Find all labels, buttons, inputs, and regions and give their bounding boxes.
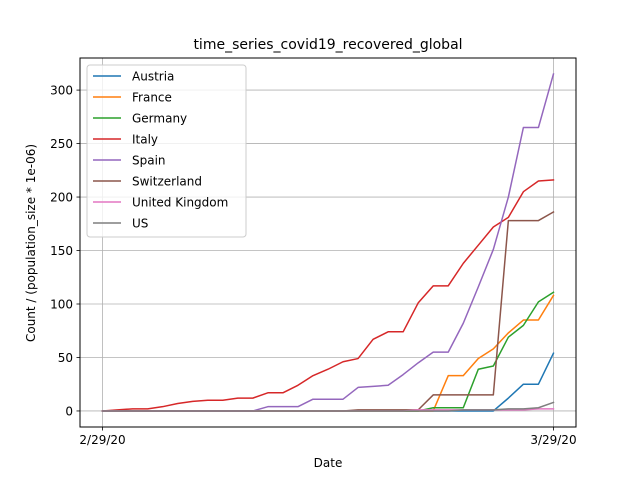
series-line-switzerland bbox=[101, 210, 555, 412]
y-tick-label: 250 bbox=[50, 137, 73, 151]
legend-label: France bbox=[132, 91, 172, 105]
legend-label: Spain bbox=[132, 154, 166, 168]
legend: Austria France Germany Italy Spain Switzerlan… bbox=[86, 64, 247, 238]
plot-frame bbox=[79, 57, 577, 428]
legend-entry: Germany bbox=[93, 112, 187, 126]
legend-label: US bbox=[132, 217, 148, 231]
legend-entry: Austria bbox=[93, 70, 174, 84]
legend-entry: France bbox=[93, 91, 172, 105]
axis-ticks: 0 50 100 150 200 250 300 2/29/20 3/29/20 bbox=[50, 84, 576, 447]
series-line-austria bbox=[101, 352, 555, 412]
legend-label: Austria bbox=[132, 70, 174, 84]
y-tick-label: 100 bbox=[50, 298, 73, 312]
legend-label: Switzerland bbox=[132, 175, 202, 189]
y-tick-label: 150 bbox=[50, 244, 73, 258]
legend-label: Germany bbox=[132, 112, 187, 126]
legend-label: United Kingdom bbox=[132, 196, 228, 210]
x-axis-label: Date bbox=[314, 456, 343, 470]
series-line-italy bbox=[101, 179, 555, 412]
y-tick-label: 50 bbox=[58, 351, 73, 365]
legend-label: Italy bbox=[132, 133, 158, 147]
y-tick-label: 300 bbox=[50, 84, 73, 98]
x-tick-label: 2/29/20 bbox=[79, 433, 125, 447]
legend-entry: US bbox=[93, 217, 148, 231]
y-tick-label: 0 bbox=[65, 404, 73, 418]
legend-box bbox=[86, 64, 247, 238]
series-line-us bbox=[101, 401, 555, 412]
x-tick-label: 3/29/20 bbox=[530, 433, 576, 447]
series-line-germany bbox=[101, 291, 555, 412]
legend-entry: United Kingdom bbox=[93, 196, 228, 210]
y-axis-label: Count / (population_size * 1e-06) bbox=[24, 144, 38, 342]
legend-entry: Switzerland bbox=[93, 175, 202, 189]
y-tick-label: 200 bbox=[50, 191, 73, 205]
series-lines bbox=[101, 73, 555, 412]
series-line-france bbox=[101, 294, 555, 412]
legend-entry: Spain bbox=[93, 154, 166, 168]
chart-title: time_series_covid19_recovered_global bbox=[193, 37, 462, 53]
legend-entry: Italy bbox=[93, 133, 158, 147]
